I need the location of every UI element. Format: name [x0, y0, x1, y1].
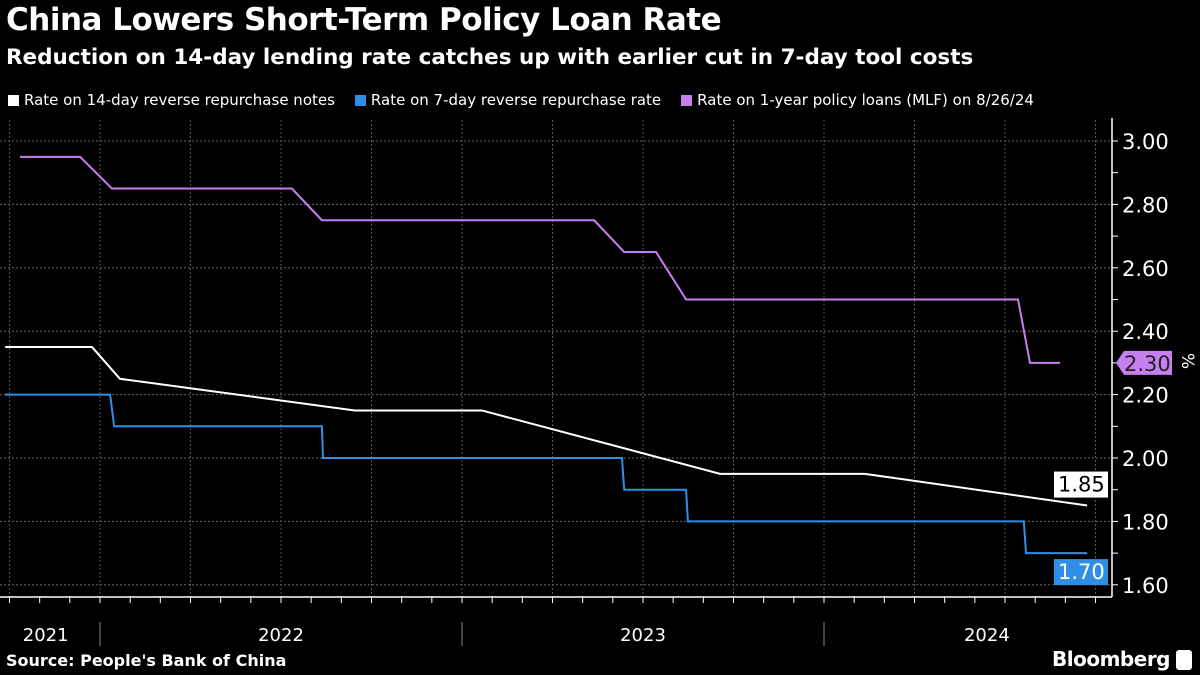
y-tick-label: 3.00 [1122, 130, 1169, 154]
bloomberg-chart-icon [1176, 650, 1192, 670]
legend-label: Rate on 1-year policy loans (MLF) on 8/2… [697, 91, 1034, 109]
legend-swatch [681, 94, 693, 106]
y-tick-label: 2.80 [1122, 193, 1169, 217]
y-tick-label: 2.60 [1122, 257, 1169, 281]
legend-item-7day: Rate on 7-day reverse repurchase rate [354, 91, 662, 109]
x-tick-label: 2024 [964, 625, 1010, 646]
legend: Rate on 14-day reverse repurchase notes … [8, 91, 1054, 109]
legend-swatch [354, 94, 366, 106]
last-value-label: 1.85 [1058, 473, 1105, 497]
source-note: Source: People's Bank of China [6, 651, 287, 670]
legend-item-mlf: Rate on 1-year policy loans (MLF) on 8/2… [681, 91, 1034, 109]
legend-label: Rate on 14-day reverse repurchase notes [24, 91, 335, 109]
x-tick-label: 2021 [23, 625, 69, 646]
last-value-label: 2.30 [1124, 352, 1171, 376]
y-tick-label: 1.80 [1122, 510, 1169, 534]
x-tick-label: 2023 [620, 625, 666, 646]
chart-title: China Lowers Short-Term Policy Loan Rate [6, 2, 722, 38]
series-line-1 [5, 393, 1088, 555]
legend-swatch [8, 94, 19, 106]
legend-label: Rate on 7-day reverse repurchase rate [370, 91, 662, 109]
y-tick-label: 2.20 [1122, 384, 1169, 408]
last-value-badge [1054, 559, 1108, 586]
x-tick-label: 2022 [258, 625, 304, 646]
legend-item-14day: Rate on 14-day reverse repurchase notes [8, 91, 335, 109]
bloomberg-logo: Bloomberg [1052, 647, 1170, 671]
last-value-label: 1.70 [1058, 560, 1105, 584]
y-tick-label: 1.60 [1122, 574, 1169, 598]
y-axis-unit: % [1177, 353, 1197, 369]
last-value-badge [1116, 350, 1172, 375]
series-line-0 [5, 346, 1088, 507]
series-line-2 [19, 155, 1061, 364]
last-value-badge [1054, 471, 1108, 498]
chart-subtitle: Reduction on 14-day lending rate catches… [6, 45, 974, 70]
y-tick-label: 2.00 [1122, 447, 1169, 471]
y-tick-label: 2.40 [1122, 320, 1169, 344]
